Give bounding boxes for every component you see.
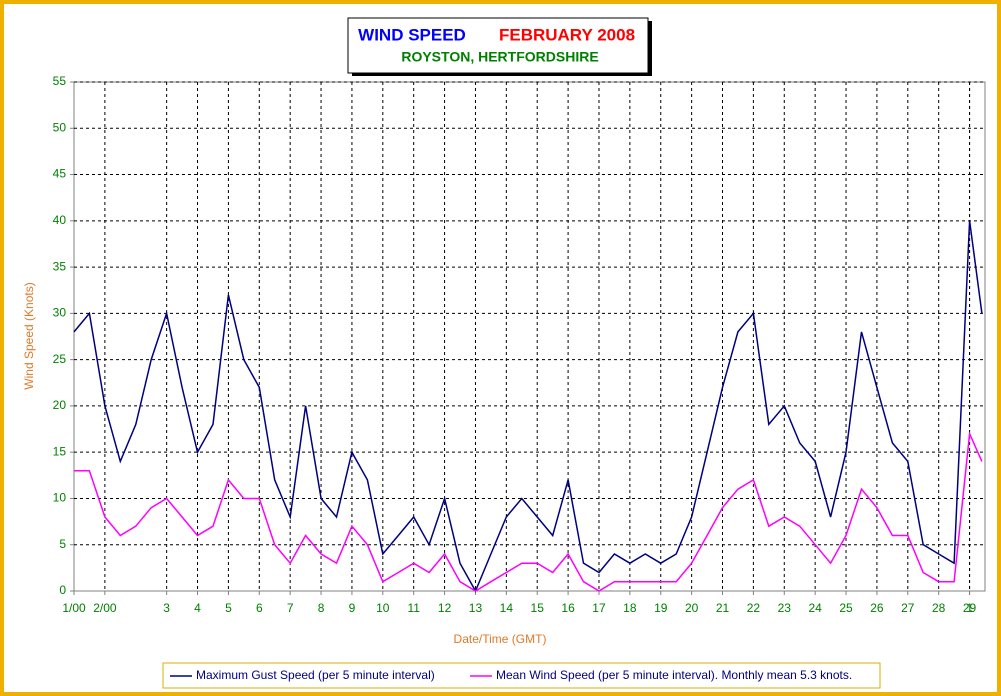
x-tick-label: 28 bbox=[932, 601, 946, 615]
x-tick-label: 29 bbox=[963, 601, 977, 615]
x-tick-label: 11 bbox=[407, 601, 420, 615]
y-tick-label: 40 bbox=[53, 213, 67, 227]
x-tick-label: 3 bbox=[163, 601, 170, 615]
x-tick-label: 23 bbox=[778, 601, 792, 615]
y-tick-label: 55 bbox=[53, 74, 67, 88]
x-tick-label: 25 bbox=[839, 601, 853, 615]
y-tick-label: 10 bbox=[53, 491, 67, 505]
y-tick-label: 5 bbox=[59, 537, 66, 551]
y-tick-label: 25 bbox=[53, 352, 67, 366]
x-tick-label: 17 bbox=[592, 601, 606, 615]
x-tick-label: 20 bbox=[685, 601, 699, 615]
x-tick-label: 1 bbox=[966, 601, 973, 615]
title-box bbox=[347, 17, 649, 74]
y-tick-label: 35 bbox=[53, 259, 67, 273]
y-tick-label: 15 bbox=[53, 444, 67, 458]
x-tick-label: 4 bbox=[194, 601, 201, 615]
y-tick-label: 50 bbox=[53, 120, 67, 134]
x-tick-label: 8 bbox=[318, 601, 325, 615]
x-tick-label: 12 bbox=[438, 601, 452, 615]
x-tick-label: 16 bbox=[561, 601, 575, 615]
x-axis-label: Date/Time (GMT) bbox=[454, 632, 547, 646]
y-tick-label: 30 bbox=[53, 306, 67, 320]
series-line bbox=[73, 220, 983, 593]
x-tick-label: 26 bbox=[870, 601, 884, 615]
x-tick-label: 6 bbox=[256, 601, 263, 615]
y-tick-label: 45 bbox=[53, 167, 67, 181]
x-tick-label: 1/00 bbox=[62, 601, 86, 615]
legend bbox=[162, 662, 881, 689]
legend-label: Mean Wind Speed (per 5 minute interval).… bbox=[496, 668, 852, 682]
legend-label: Maximum Gust Speed (per 5 minute interva… bbox=[196, 668, 435, 682]
y-axis-label: Wind Speed (Knots) bbox=[22, 282, 36, 389]
chart-period: FEBRUARY 2008 bbox=[499, 25, 635, 44]
x-tick-label: 10 bbox=[376, 601, 390, 615]
x-tick-label: 5 bbox=[225, 601, 232, 615]
chart-title: WIND SPEED bbox=[358, 25, 466, 44]
series-line bbox=[74, 430, 983, 592]
y-tick-label: 0 bbox=[59, 583, 66, 597]
y-tick-label: 20 bbox=[53, 398, 67, 412]
x-tick-label: 15 bbox=[531, 601, 545, 615]
chart-subtitle: ROYSTON, HERTFORDSHIRE bbox=[401, 49, 598, 65]
x-tick-label: 14 bbox=[500, 601, 514, 615]
x-tick-label: 19 bbox=[654, 601, 668, 615]
x-tick-label: 7 bbox=[287, 601, 294, 615]
x-tick-label: 9 bbox=[349, 601, 356, 615]
x-tick-label: 22 bbox=[747, 601, 761, 615]
x-tick-label: 21 bbox=[716, 601, 730, 615]
x-tick-label: 24 bbox=[808, 601, 822, 615]
plot-area bbox=[73, 81, 986, 592]
x-tick-label: 2/00 bbox=[93, 601, 117, 615]
x-tick-label: 18 bbox=[623, 601, 637, 615]
x-tick-label: 27 bbox=[901, 601, 915, 615]
x-tick-label: 13 bbox=[469, 601, 483, 615]
